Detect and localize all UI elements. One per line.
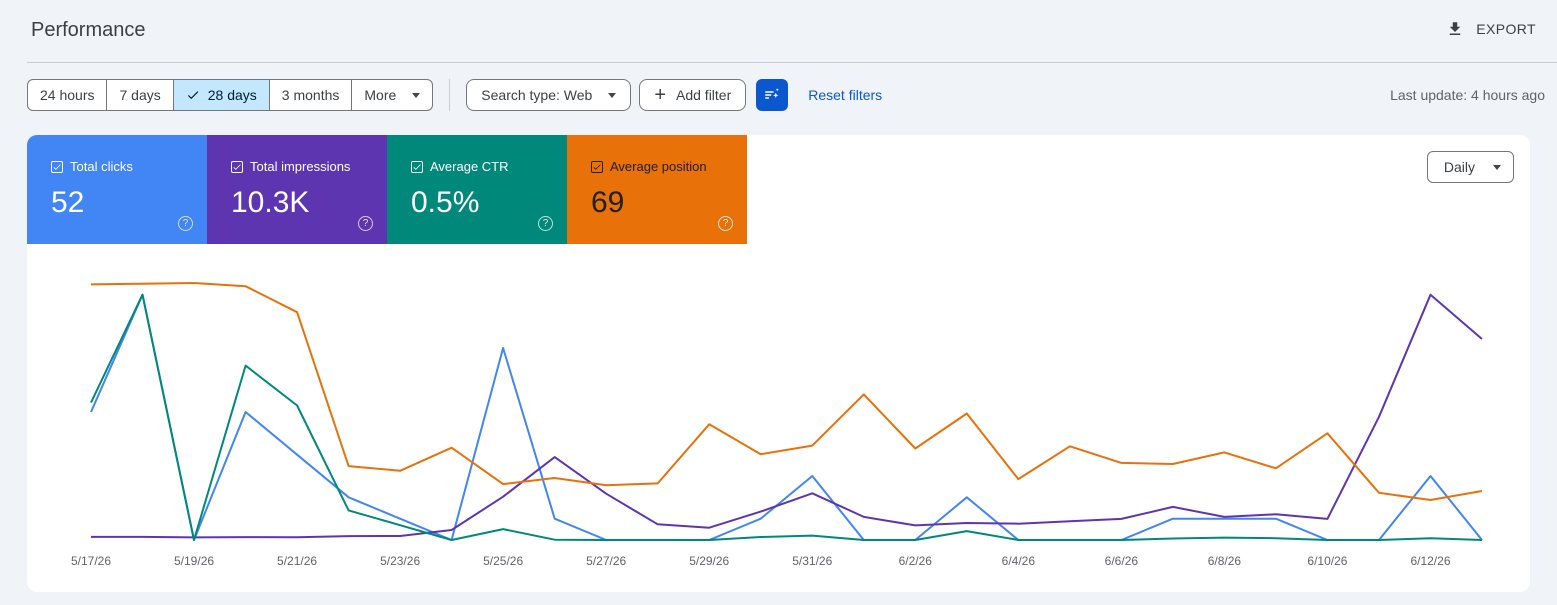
metric-label: Total clicks: [70, 159, 133, 174]
metric-value: 52: [51, 186, 85, 219]
x-tick-label: 5/29/26: [689, 554, 729, 568]
help-icon[interactable]: ?: [718, 216, 733, 231]
x-tick-label: 5/19/26: [174, 554, 214, 568]
range-24-hours-label: 24 hours: [40, 87, 95, 103]
plus-icon: +: [654, 84, 666, 106]
metric-label: Total impressions: [250, 159, 351, 174]
caret-down-icon: [608, 92, 617, 98]
x-tick-label: 5/31/26: [792, 554, 832, 568]
help-icon[interactable]: ?: [178, 216, 193, 231]
x-tick-label: 6/8/26: [1208, 554, 1242, 568]
x-tick-label: 6/2/26: [899, 554, 933, 568]
help-icon[interactable]: ?: [538, 216, 553, 231]
series-line-average-ctr: [90, 293, 1483, 541]
caret-down-icon: [412, 92, 421, 98]
range-7-days-label: 7 days: [119, 87, 161, 103]
series-line-total-clicks: [90, 293, 1483, 541]
last-update-text: Last update: 4 hours ago: [1390, 87, 1545, 103]
x-tick-label: 5/23/26: [380, 554, 420, 568]
metric-average-ctr[interactable]: Average CTR 0.5% ?: [387, 135, 567, 244]
checkbox-checked-icon[interactable]: [231, 160, 243, 173]
range-3-months-label: 3 months: [281, 87, 340, 103]
range-24-hours[interactable]: 24 hours: [28, 80, 108, 110]
add-filter-button[interactable]: + Add filter: [639, 79, 747, 111]
range-28-days[interactable]: 28 days: [173, 80, 270, 110]
export-label: EXPORT: [1476, 21, 1536, 37]
x-tick-label: 5/17/26: [71, 554, 111, 568]
metric-total-clicks[interactable]: Total clicks 52 ?: [27, 135, 207, 244]
metric-label: Average position: [610, 159, 707, 174]
checkbox-checked-icon[interactable]: [411, 160, 423, 173]
download-icon: [1450, 22, 1461, 35]
x-tick-label: 5/27/26: [586, 554, 626, 568]
metric-value: 0.5%: [411, 186, 480, 219]
granularity-dropdown[interactable]: Daily: [1426, 151, 1514, 183]
x-tick-label: 6/10/26: [1307, 554, 1347, 568]
range-28-days-label: 28 days: [207, 87, 257, 103]
search-type-label: Search type: Web: [481, 87, 593, 103]
export-button[interactable]: EXPORT: [1446, 20, 1536, 38]
x-tick-label: 5/21/26: [277, 554, 317, 568]
header-divider: [27, 62, 1557, 63]
performance-line-chart: 5/17/26 5/19/26 5/21/26 5/23/26 5/25/26 5/27/…: [71, 282, 1483, 568]
metric-label: Average CTR: [430, 159, 509, 174]
series-line-average-position: [90, 282, 1483, 501]
checkbox-checked-icon[interactable]: [591, 160, 603, 173]
x-tick-label: 5/25/26: [483, 554, 523, 568]
help-icon[interactable]: ?: [358, 216, 373, 231]
performance-chart-card: 5/17/26 5/19/26 5/21/26 5/23/26 5/25/26 5/27/…: [27, 135, 1530, 592]
range-more-label: More: [364, 87, 397, 103]
series-line-total-impressions: [91, 293, 1483, 539]
range-3-months[interactable]: 3 months: [270, 80, 353, 110]
checkbox-checked-icon[interactable]: [51, 160, 63, 173]
metric-average-position[interactable]: Average position 69 ?: [567, 135, 747, 244]
check-icon: [187, 91, 198, 100]
filter-settings-button[interactable]: [756, 79, 789, 111]
metric-total-impressions[interactable]: Total impressions 10.3K ?: [207, 135, 387, 244]
metric-value: 10.3K: [231, 186, 310, 219]
filter-toolbar: 24 hours 7 days 28 days 3 months More Se…: [27, 79, 882, 111]
caret-down-icon: [1493, 164, 1501, 170]
x-tick-label: 6/6/26: [1105, 554, 1139, 568]
x-tick-label: 6/4/26: [1002, 554, 1036, 568]
page-title: Performance: [31, 19, 146, 41]
range-7-days[interactable]: 7 days: [107, 80, 174, 110]
search-type-dropdown[interactable]: Search type: Web: [466, 79, 632, 111]
metric-value: 69: [591, 186, 625, 219]
granularity-label: Daily: [1443, 159, 1475, 175]
filter-sparkle-icon: [765, 88, 779, 99]
toolbar-separator: [449, 79, 451, 111]
reset-filters-link[interactable]: Reset filters: [808, 87, 883, 103]
add-filter-label: Add filter: [676, 87, 732, 103]
x-tick-label: 6/12/26: [1410, 554, 1450, 568]
range-more-dropdown[interactable]: More: [352, 80, 432, 110]
date-range-selector: 24 hours 7 days 28 days 3 months More: [27, 79, 434, 111]
